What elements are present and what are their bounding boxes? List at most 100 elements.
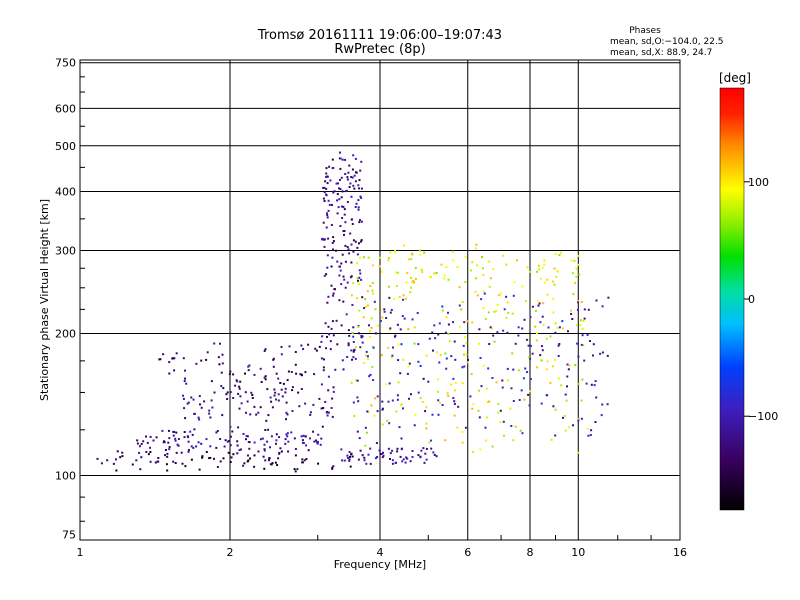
data-point: [554, 322, 557, 325]
data-point: [575, 324, 578, 327]
data-point: [582, 344, 585, 347]
data-point: [340, 262, 343, 265]
data-point: [237, 426, 240, 429]
data-point: [331, 415, 334, 418]
data-point: [140, 456, 143, 459]
data-point: [434, 337, 437, 340]
data-point: [157, 460, 160, 463]
data-point: [374, 308, 377, 311]
data-point: [371, 264, 374, 267]
data-point: [342, 205, 345, 208]
data-point: [477, 409, 480, 412]
data-point: [430, 447, 433, 450]
data-point: [267, 428, 270, 431]
data-point: [387, 447, 390, 450]
data-point: [388, 422, 391, 425]
data-point: [213, 342, 216, 345]
data-point: [269, 446, 271, 449]
data-point: [184, 377, 186, 380]
data-point: [497, 411, 500, 414]
data-point: [585, 382, 588, 385]
data-point: [388, 382, 391, 385]
data-point: [553, 267, 556, 270]
data-point: [411, 252, 414, 255]
data-point: [563, 415, 566, 417]
data-point: [356, 246, 359, 249]
data-point: [388, 257, 390, 259]
data-point: [229, 391, 232, 394]
data-point: [493, 340, 496, 343]
data-point: [571, 272, 574, 275]
data-point: [200, 359, 203, 362]
data-point: [300, 435, 303, 438]
data-point: [161, 429, 164, 432]
data-point: [432, 451, 435, 454]
data-point: [353, 415, 356, 417]
data-point: [286, 432, 289, 435]
data-point: [571, 318, 574, 320]
data-point: [484, 439, 487, 442]
data-point: [208, 412, 211, 415]
data-point: [541, 359, 543, 362]
data-point: [453, 414, 456, 417]
data-point: [261, 437, 264, 440]
data-point: [562, 416, 564, 419]
data-point: [249, 413, 252, 416]
data-point: [589, 434, 592, 436]
data-point: [330, 407, 333, 409]
data-point: [395, 271, 398, 274]
data-point: [352, 282, 355, 285]
data-point: [182, 397, 185, 400]
y-tick-labels: 75 100 200 300 400 500 600 750: [55, 57, 76, 542]
data-point: [321, 425, 324, 428]
data-point: [347, 171, 350, 174]
data-point: [294, 351, 297, 353]
data-point: [331, 167, 334, 170]
data-point: [190, 396, 193, 399]
data-point: [201, 456, 204, 459]
data-point: [378, 256, 381, 259]
data-point: [349, 182, 352, 185]
data-point: [323, 274, 326, 277]
data-point: [331, 320, 334, 323]
data-point: [154, 461, 157, 464]
data-point: [185, 382, 188, 385]
data-point: [184, 465, 187, 468]
data-point: [446, 392, 449, 395]
data-point: [469, 395, 472, 398]
data-point: [429, 439, 432, 442]
data-point: [480, 385, 483, 388]
data-point: [364, 306, 367, 308]
data-point: [263, 467, 266, 470]
data-point: [389, 311, 392, 314]
data-point: [235, 379, 238, 382]
data-point: [421, 400, 424, 403]
data-point: [538, 268, 541, 271]
data-point: [211, 406, 214, 409]
data-point: [220, 385, 223, 388]
data-point: [541, 349, 544, 352]
data-point: [322, 407, 325, 409]
data-point: [538, 302, 541, 305]
data-point: [362, 361, 365, 364]
data-point: [399, 372, 402, 375]
data-point: [305, 444, 307, 447]
data-point: [478, 389, 481, 392]
data-point: [464, 281, 467, 283]
data-point: [546, 360, 549, 363]
data-point: [415, 277, 417, 280]
data-point: [320, 407, 323, 410]
data-point: [350, 176, 353, 178]
data-point: [577, 451, 580, 454]
data-point: [572, 293, 575, 296]
data-point: [580, 343, 583, 346]
data-point: [300, 344, 303, 347]
data-point: [482, 290, 485, 293]
data-point: [368, 324, 370, 327]
data-point: [381, 423, 384, 426]
x-tick-label: 8: [527, 546, 534, 559]
data-point: [461, 366, 464, 369]
data-point: [478, 342, 480, 345]
data-point: [198, 468, 201, 471]
